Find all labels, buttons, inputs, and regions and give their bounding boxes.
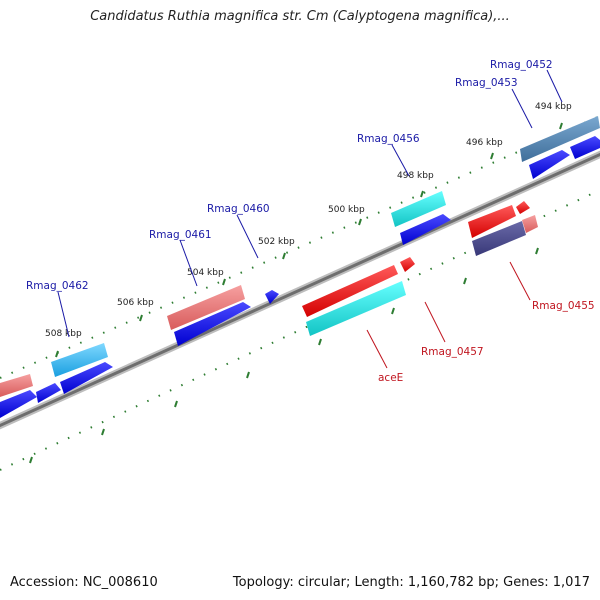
gene-arrow-0453[interactable]: [529, 150, 570, 179]
tick-label-496: 496 kbp: [466, 138, 503, 148]
cds-bar-0455[interactable]: [472, 221, 526, 256]
forward-strand-genes: [0, 136, 600, 418]
tick-label-504: 504 kbp: [187, 268, 224, 278]
gene-label-rmag-0457[interactable]: Rmag_0457: [421, 346, 484, 358]
cds-bar-0461[interactable]: [167, 285, 245, 330]
gene-arrow-0456[interactable]: [400, 214, 451, 245]
lower-major-ticks: [29, 247, 539, 464]
gene-arrow-0460[interactable]: [265, 290, 279, 304]
reverse-strand-genes: [302, 201, 538, 336]
tick-label-494: 494 kbp: [535, 102, 572, 112]
gene-label-rmag-0462[interactable]: Rmag_0462: [26, 280, 89, 292]
tick-label-500: 500 kbp: [328, 205, 365, 215]
gene-arrow-0454[interactable]: [516, 201, 530, 214]
gene-label-rmag-0461[interactable]: Rmag_0461: [149, 229, 212, 241]
tick-label-498: 498 kbp: [397, 171, 434, 181]
forward-cds-bars: [0, 116, 600, 397]
cds-bar-0462[interactable]: [51, 343, 108, 377]
genome-summary-text: Topology: circular; Length: 1,160,782 bp…: [232, 575, 590, 590]
gene-arrow-0464[interactable]: [0, 390, 37, 418]
cds-bar-aceE[interactable]: [306, 281, 406, 336]
cds-bar-0456[interactable]: [391, 191, 446, 227]
map-title: Candidatus Ruthia magnifica str. Cm (Cal…: [90, 9, 510, 24]
upper-tick-track: [0, 115, 600, 379]
gene-arrow-0463[interactable]: [36, 383, 61, 403]
gene-label-rmag-0460[interactable]: Rmag_0460: [207, 203, 270, 215]
gene-label-rmag-0455[interactable]: Rmag_0455: [532, 300, 595, 312]
gene-arrow-0462[interactable]: [60, 362, 113, 394]
cds-bar-0454[interactable]: [522, 215, 538, 233]
cds-bar-0452[interactable]: [520, 116, 600, 162]
gene-arrow-0452[interactable]: [570, 136, 600, 159]
gene-label-rmag-0453[interactable]: Rmag_0453: [455, 77, 518, 89]
gene-aceE[interactable]: [302, 265, 398, 317]
label-leader-lines: [57, 69, 563, 369]
cds-bar-0464[interactable]: [0, 374, 33, 397]
upper-major-ticks: [55, 122, 563, 358]
accession-text: Accession: NC_008610: [10, 575, 158, 590]
genome-backbone-core: [0, 152, 600, 428]
tick-label-502: 502 kbp: [258, 237, 295, 247]
gene-label-rmag-0452[interactable]: Rmag_0452: [490, 59, 553, 71]
gene-label-rmag-0456[interactable]: Rmag_0456: [357, 133, 420, 145]
tick-label-508: 508 kbp: [45, 329, 82, 339]
gene-label-acee[interactable]: aceE: [378, 372, 403, 384]
tick-label-506: 506 kbp: [117, 298, 154, 308]
gene-arrow-0461[interactable]: [174, 302, 251, 346]
gene-arrow-0457[interactable]: [400, 257, 415, 272]
gene-arrow-0455[interactable]: [468, 205, 516, 238]
